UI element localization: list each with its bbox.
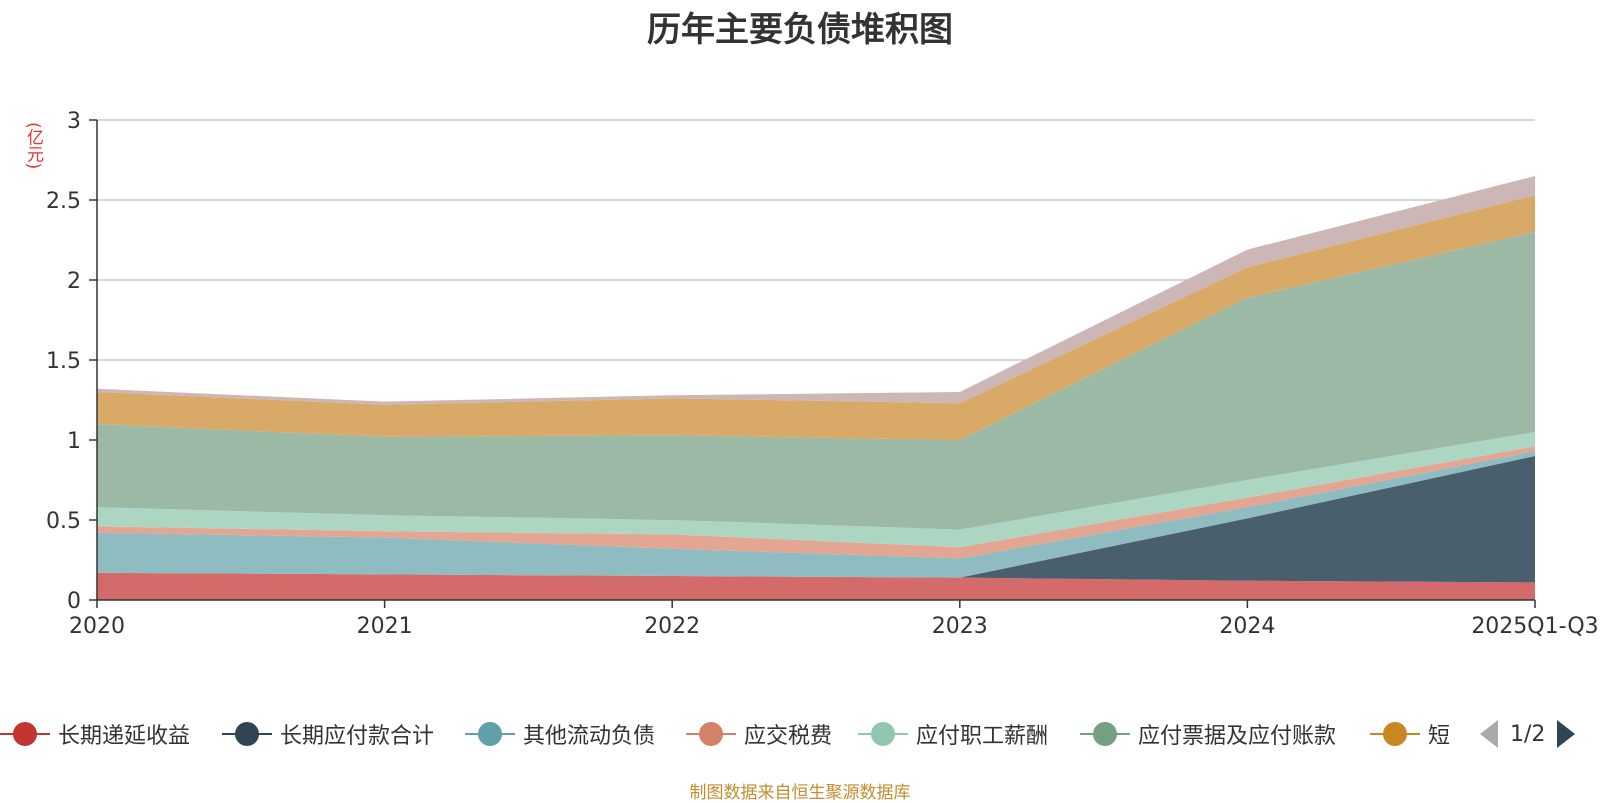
legend-marker-icon (686, 718, 736, 750)
y-tick-label: 0.5 (46, 509, 81, 534)
legend-label: 其他流动负债 (523, 724, 656, 749)
legend-label: 应付票据及应付账款 (1138, 724, 1337, 749)
area-series-2 (97, 456, 1535, 583)
legend-label: 长期应付款合计 (280, 724, 435, 749)
y-tick-label: 2.5 (46, 189, 81, 214)
legend-item-7[interactable]: 短 (1370, 718, 1450, 750)
y-tick-label: 2 (67, 269, 81, 294)
legend-item-5[interactable]: 应付职工薪酬 (858, 718, 1048, 750)
y-tick-label: 1 (67, 429, 81, 454)
legend-marker-icon (858, 718, 908, 750)
legend-marker-icon (1080, 718, 1130, 750)
legend-label: 短 (1428, 724, 1451, 749)
x-tick-label: 2023 (932, 614, 988, 639)
legend-marker-icon (1370, 718, 1420, 750)
legend-next-icon[interactable] (1557, 720, 1576, 748)
area-series-3 (97, 451, 1535, 578)
x-tick-label: 2021 (357, 614, 413, 639)
legend-marker-icon (0, 718, 50, 750)
x-tick-label: 2024 (1219, 614, 1275, 639)
y-tick-label: 1.5 (46, 349, 81, 374)
legend-label: 应交税费 (744, 724, 833, 749)
y-tick-label: 0 (67, 589, 81, 614)
chart-title: 历年主要负债堆积图 (647, 10, 953, 50)
legend-item-3[interactable]: 其他流动负债 (465, 718, 655, 750)
legend-pager: 1/2 (1480, 718, 1576, 750)
x-tick-label: 2020 (69, 614, 125, 639)
legend-item-4[interactable]: 应交税费 (686, 718, 832, 750)
area-series-6 (97, 232, 1535, 530)
legend-marker-icon (222, 718, 272, 750)
legend-item-2[interactable]: 长期应付款合计 (222, 718, 434, 750)
legend-label: 长期递延收益 (58, 724, 191, 749)
area-series-4 (97, 446, 1535, 559)
legend-item-1[interactable]: 长期递延收益 (0, 718, 190, 750)
area-series-7 (97, 195, 1535, 440)
legend-item-6[interactable]: 应付票据及应付账款 (1080, 718, 1336, 750)
x-tick-label: 2025Q1-Q3 (1471, 614, 1598, 639)
area-series-5 (97, 432, 1535, 548)
y-tick-label: 3 (67, 109, 81, 134)
legend-label: 应付职工薪酬 (916, 724, 1049, 749)
legend: 长期递延收益 长期应付款合计 其他流动负债 应交税费 应付职工薪酬 应付票据及应… (0, 718, 1600, 754)
area-series-1 (97, 572, 1535, 600)
data-source-note: 制图数据来自恒生聚源数据库 (689, 783, 911, 803)
y-axis-unit-label: (亿元) (23, 122, 43, 170)
legend-page-indicator: 1/2 (1510, 721, 1546, 747)
legend-marker-icon (465, 718, 515, 750)
x-tick-label: 2022 (644, 614, 700, 639)
legend-prev-icon[interactable] (1480, 720, 1498, 748)
